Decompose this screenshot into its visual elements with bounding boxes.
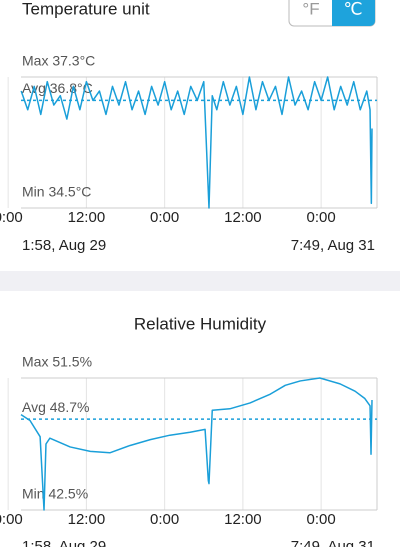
start-date: 1:58, Aug 29 <box>22 538 106 547</box>
avg-label: Avg 48.7% <box>22 399 89 415</box>
x-tick-label: 12:00 <box>68 209 106 226</box>
y-tick-label: Min 34.5°C <box>22 184 91 200</box>
toggle-active <box>332 0 375 26</box>
x-tick-label: 0:00 <box>307 511 336 528</box>
separator <box>0 271 400 291</box>
chart-title: Relative Humidity <box>134 314 267 333</box>
x-tick-label: 12:00 <box>224 511 262 528</box>
x-tick-label: 0:00 <box>0 209 23 226</box>
start-date: 1:58, Aug 29 <box>22 237 106 254</box>
x-tick-label: 12:00 <box>224 209 262 226</box>
end-date: 7:49, Aug 31 <box>291 237 375 254</box>
x-tick-label: 0:00 <box>0 511 23 528</box>
y-tick-label: Min 42.5% <box>22 486 88 502</box>
x-tick-label: 0:00 <box>150 511 179 528</box>
data-line <box>20 76 373 209</box>
data-line <box>20 377 373 511</box>
y-tick-label: Max 51.5% <box>22 354 92 370</box>
x-tick-label: 0:00 <box>150 209 179 226</box>
section-title: Temperature unit <box>22 0 150 18</box>
end-date: 7:49, Aug 31 <box>291 538 375 547</box>
unit-option[interactable]: ℃ <box>343 0 362 18</box>
unit-option[interactable]: °F <box>302 0 319 18</box>
y-tick-label: Max 37.3°C <box>22 53 95 69</box>
x-tick-label: 12:00 <box>68 511 106 528</box>
x-tick-label: 0:00 <box>307 209 336 226</box>
